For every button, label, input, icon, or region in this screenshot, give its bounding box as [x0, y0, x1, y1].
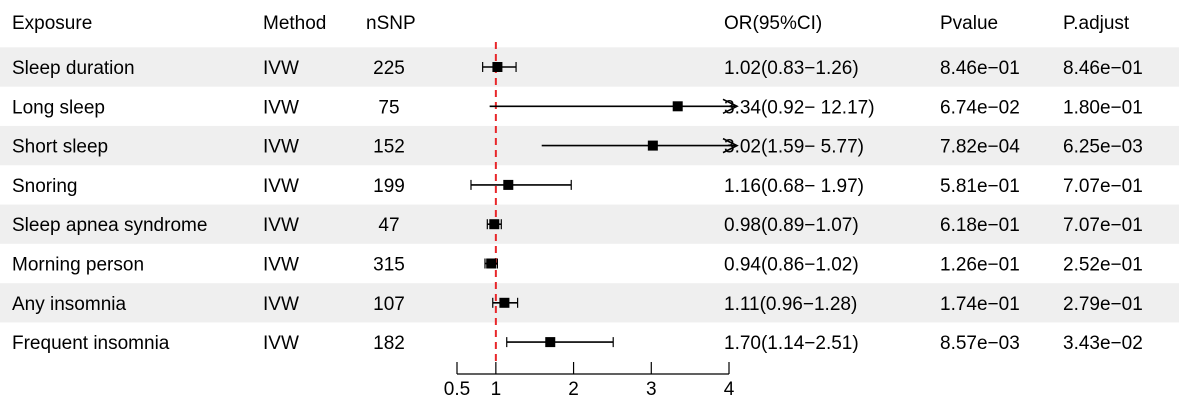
cell-method: IVW [263, 58, 299, 79]
cell-pvalue: 5.81e−01 [940, 176, 1020, 197]
tick-label: 1 [491, 379, 502, 400]
table-cells: Sleep duration IVW 225 1.02(0.83−1.26) 8.46e… [12, 58, 1143, 354]
cell-or-text: 1.16(0.68− 1.97) [724, 176, 864, 197]
cell-nsnp: 47 [378, 215, 399, 236]
point-estimate [486, 258, 497, 269]
header-nsnp: nSNP [366, 13, 416, 34]
cell-exposure: Frequent insomnia [12, 333, 170, 354]
cell-padjust: 2.79e−01 [1063, 294, 1143, 315]
point-estimate [499, 297, 510, 308]
header-pvalue: Pvalue [940, 13, 998, 34]
cell-exposure: Morning person [12, 255, 144, 276]
cell-method: IVW [263, 333, 299, 354]
row-stripe [0, 283, 1179, 323]
cell-method: IVW [263, 215, 299, 236]
tick-label: 2 [568, 379, 579, 400]
row-stripe [0, 47, 1179, 87]
point-estimate [545, 337, 556, 348]
cell-method: IVW [263, 255, 299, 276]
cell-method: IVW [263, 137, 299, 158]
cell-nsnp: 107 [373, 294, 405, 315]
header-method: Method [263, 13, 326, 34]
cell-padjust: 6.25e−03 [1063, 137, 1143, 158]
cell-or-text: 1.11(0.96−1.28) [724, 294, 857, 315]
cell-pvalue: 8.46e−01 [940, 58, 1020, 79]
cell-nsnp: 75 [378, 97, 399, 118]
x-axis: 0.5 1 2 3 4 [444, 362, 735, 400]
cell-nsnp: 182 [373, 333, 405, 354]
cell-pvalue: 8.57e−03 [940, 333, 1020, 354]
cell-exposure: Sleep apnea syndrome [12, 215, 207, 236]
tick-label: 0.5 [444, 379, 470, 400]
cell-nsnp: 225 [373, 58, 405, 79]
tick-label: 3 [646, 379, 657, 400]
cell-nsnp: 315 [373, 255, 405, 276]
cell-or-text: 0.98(0.89−1.07) [724, 215, 859, 236]
point-estimate [489, 219, 500, 230]
cell-method: IVW [263, 97, 299, 118]
cell-nsnp: 199 [373, 176, 405, 197]
cell-padjust: 8.46e−01 [1063, 58, 1143, 79]
cell-or-text: 1.02(0.83−1.26) [724, 58, 859, 79]
cell-padjust: 7.07e−01 [1063, 176, 1143, 197]
row-stripe [0, 204, 1179, 244]
cell-exposure: Long sleep [12, 97, 105, 118]
cell-or-text: 3.34(0.92− 12.17) [724, 97, 875, 118]
cell-pvalue: 6.74e−02 [940, 97, 1020, 118]
cell-exposure: Any insomnia [12, 294, 126, 315]
column-headers: Exposure Method nSNP OR(95%CI) Pvalue P.… [12, 13, 1130, 34]
point-estimate [492, 62, 503, 72]
cell-or-text: 0.94(0.86−1.02) [724, 255, 859, 276]
cell-pvalue: 7.82e−04 [940, 137, 1020, 158]
cell-exposure: Sleep duration [12, 58, 135, 79]
cell-or-text: 3.02(1.59− 5.77) [724, 137, 864, 158]
cell-method: IVW [263, 176, 299, 197]
cell-pvalue: 1.74e−01 [940, 294, 1020, 315]
cell-padjust: 1.80e−01 [1063, 97, 1143, 118]
header-padjust: P.adjust [1063, 13, 1130, 34]
plot-area [470, 42, 739, 364]
cell-or-text: 1.70(1.14−2.51) [724, 333, 859, 354]
point-estimate [503, 179, 514, 190]
cell-pvalue: 6.18e−01 [940, 215, 1020, 236]
tick-label: 4 [724, 379, 735, 400]
point-estimate [672, 101, 683, 112]
cell-pvalue: 1.26e−01 [940, 255, 1020, 276]
header-or: OR(95%CI) [724, 13, 822, 34]
ci-arrow [722, 98, 739, 115]
point-estimate [647, 140, 658, 151]
cell-method: IVW [263, 294, 299, 315]
cell-padjust: 7.07e−01 [1063, 215, 1143, 236]
ci-arrow [722, 137, 739, 154]
cell-nsnp: 152 [373, 137, 405, 158]
cell-exposure: Short sleep [12, 137, 108, 158]
cell-padjust: 3.43e−02 [1063, 333, 1143, 354]
cell-padjust: 2.52e−01 [1063, 255, 1143, 276]
cell-exposure: Snoring [12, 176, 78, 197]
header-exposure: Exposure [12, 13, 92, 34]
